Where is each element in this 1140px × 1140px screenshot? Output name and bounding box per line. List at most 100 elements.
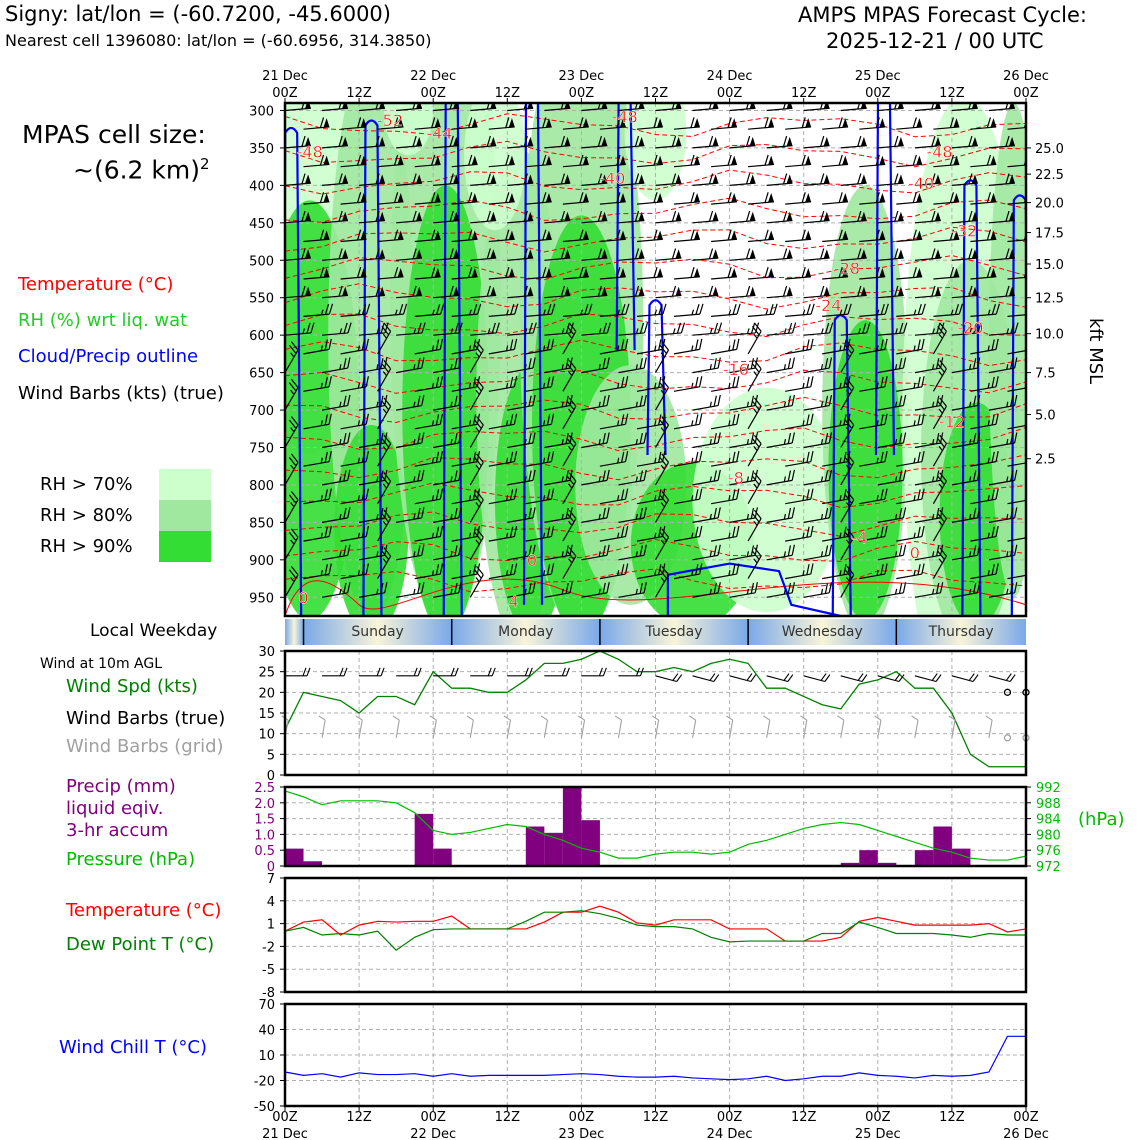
wind-barb-feather [913, 309, 917, 316]
wind-barb-feather [624, 525, 629, 537]
wind-barb-feather [606, 432, 610, 444]
wind-barb-shaft [729, 479, 756, 486]
wind-barb-shaft [544, 182, 571, 186]
wind-barb-feather [1010, 433, 1014, 444]
wind-barb-feather [505, 267, 510, 278]
wind-barb-shaft [451, 348, 478, 355]
wind-barb [414, 525, 444, 542]
wind-barb-feather [753, 483, 758, 489]
wind-barb-feather [824, 470, 829, 482]
wind-barb-pennant [805, 155, 812, 165]
wind-barb-feather [524, 401, 527, 408]
wind-barb-feather [846, 378, 855, 388]
wind-barb-pennant [897, 211, 904, 222]
wind-barb-feather [782, 285, 788, 297]
wind-barb-feather [513, 525, 518, 537]
wind-barb-feather [791, 469, 795, 481]
wind-barb-true [581, 667, 607, 677]
wind-barb-pennant [638, 174, 645, 184]
wind-barb-shaft [562, 368, 577, 392]
wind-barb [914, 173, 941, 186]
wind-barb-shaft [544, 479, 571, 486]
wind-barb-pennant [582, 193, 589, 203]
wind-barb-feather [328, 488, 332, 500]
wind-barb-feather [565, 433, 569, 444]
wind-barb-shaft [803, 294, 830, 299]
wind-barb-true [914, 673, 942, 683]
wind-barb-feather [616, 192, 621, 203]
wind-barb-pennant [527, 174, 534, 184]
wind-barb-feather [509, 451, 514, 463]
wind-barb-feather [328, 413, 332, 425]
wind-barb-shaft [507, 404, 534, 411]
wind-barb-shaft [729, 517, 756, 523]
wind-barb-feather [810, 303, 815, 315]
wind-barb-feather [736, 563, 740, 575]
wind-barb [599, 451, 629, 467]
wind-barb-shaft [914, 442, 941, 449]
wind-barb-pennant [656, 193, 663, 203]
wind-barb-feather [435, 489, 440, 501]
wind-barb-shaft [581, 367, 608, 374]
wind-barb-shaft [729, 592, 756, 598]
wind-barb-pennant [823, 174, 830, 184]
wind-barb [951, 469, 981, 486]
wind-barb-feather [653, 192, 658, 203]
wind-barb-feather [1028, 383, 1039, 391]
wind-barb-feather [439, 451, 444, 462]
wind-barb-feather [846, 528, 855, 538]
wind-barb [803, 357, 833, 374]
wind-barb-feather [375, 248, 380, 259]
wind-barb [747, 397, 762, 430]
wind-barb [488, 451, 518, 467]
wind-barb [747, 509, 762, 542]
wind-barb-feather [639, 322, 645, 334]
wind-barb-feather [580, 309, 583, 316]
wind-barb [877, 357, 907, 374]
wind-barb-feather [699, 338, 703, 350]
wind-barb-shaft [562, 331, 577, 355]
wind-barb [414, 192, 441, 205]
wind-barb-feather [787, 674, 794, 682]
wind-barb [414, 229, 441, 243]
rh-shading [988, 103, 1026, 598]
wind-barb-shaft [488, 461, 515, 467]
wind-barb-feather [421, 507, 425, 519]
wind-barb [859, 525, 888, 542]
temperature-panel-frame [283, 876, 1028, 994]
wind-barb-feather [320, 345, 323, 351]
wind-barb-feather [875, 117, 880, 128]
wind-barb-feather [839, 532, 842, 539]
wind-barb-feather [713, 322, 719, 334]
wind-barb [711, 229, 738, 243]
wind-barb-shaft [414, 126, 441, 130]
wind-barb-pennant [768, 155, 775, 165]
wind-barb-feather [383, 509, 392, 519]
legend-temperature: Temperature (°C) [18, 274, 174, 295]
wind-barb-feather [880, 526, 884, 538]
wind-barb-feather [579, 154, 584, 166]
wind-barb-shaft [636, 276, 663, 280]
wind-barb [970, 525, 999, 542]
wind-barb-feather [987, 532, 990, 539]
wind-barb [951, 432, 981, 449]
wind-barb-feather [659, 344, 667, 354]
wind-barb-feather [806, 376, 810, 388]
wind-barb-feather [306, 322, 311, 334]
legend-wind-barbs: Wind Barbs (kts) (true) [18, 383, 224, 404]
wind-barb-shaft [433, 332, 460, 336]
wind-barb-feather [713, 470, 717, 482]
wind-barb-feather [435, 376, 440, 388]
wind-barb-pennant [990, 193, 997, 203]
wind-barb [285, 528, 299, 561]
isotherm-line [285, 482, 1026, 509]
wind-barb-feather [726, 715, 734, 721]
wind-barb [655, 210, 682, 224]
precip-axis-label: 1.5 [254, 813, 275, 828]
wind-barb-feather [938, 558, 943, 564]
wind-barb-feather [1005, 285, 1010, 297]
wind-barb-feather [598, 364, 601, 370]
wind-barb [896, 192, 923, 205]
wind-barb-feather [412, 248, 417, 259]
wind-barb [303, 117, 330, 130]
